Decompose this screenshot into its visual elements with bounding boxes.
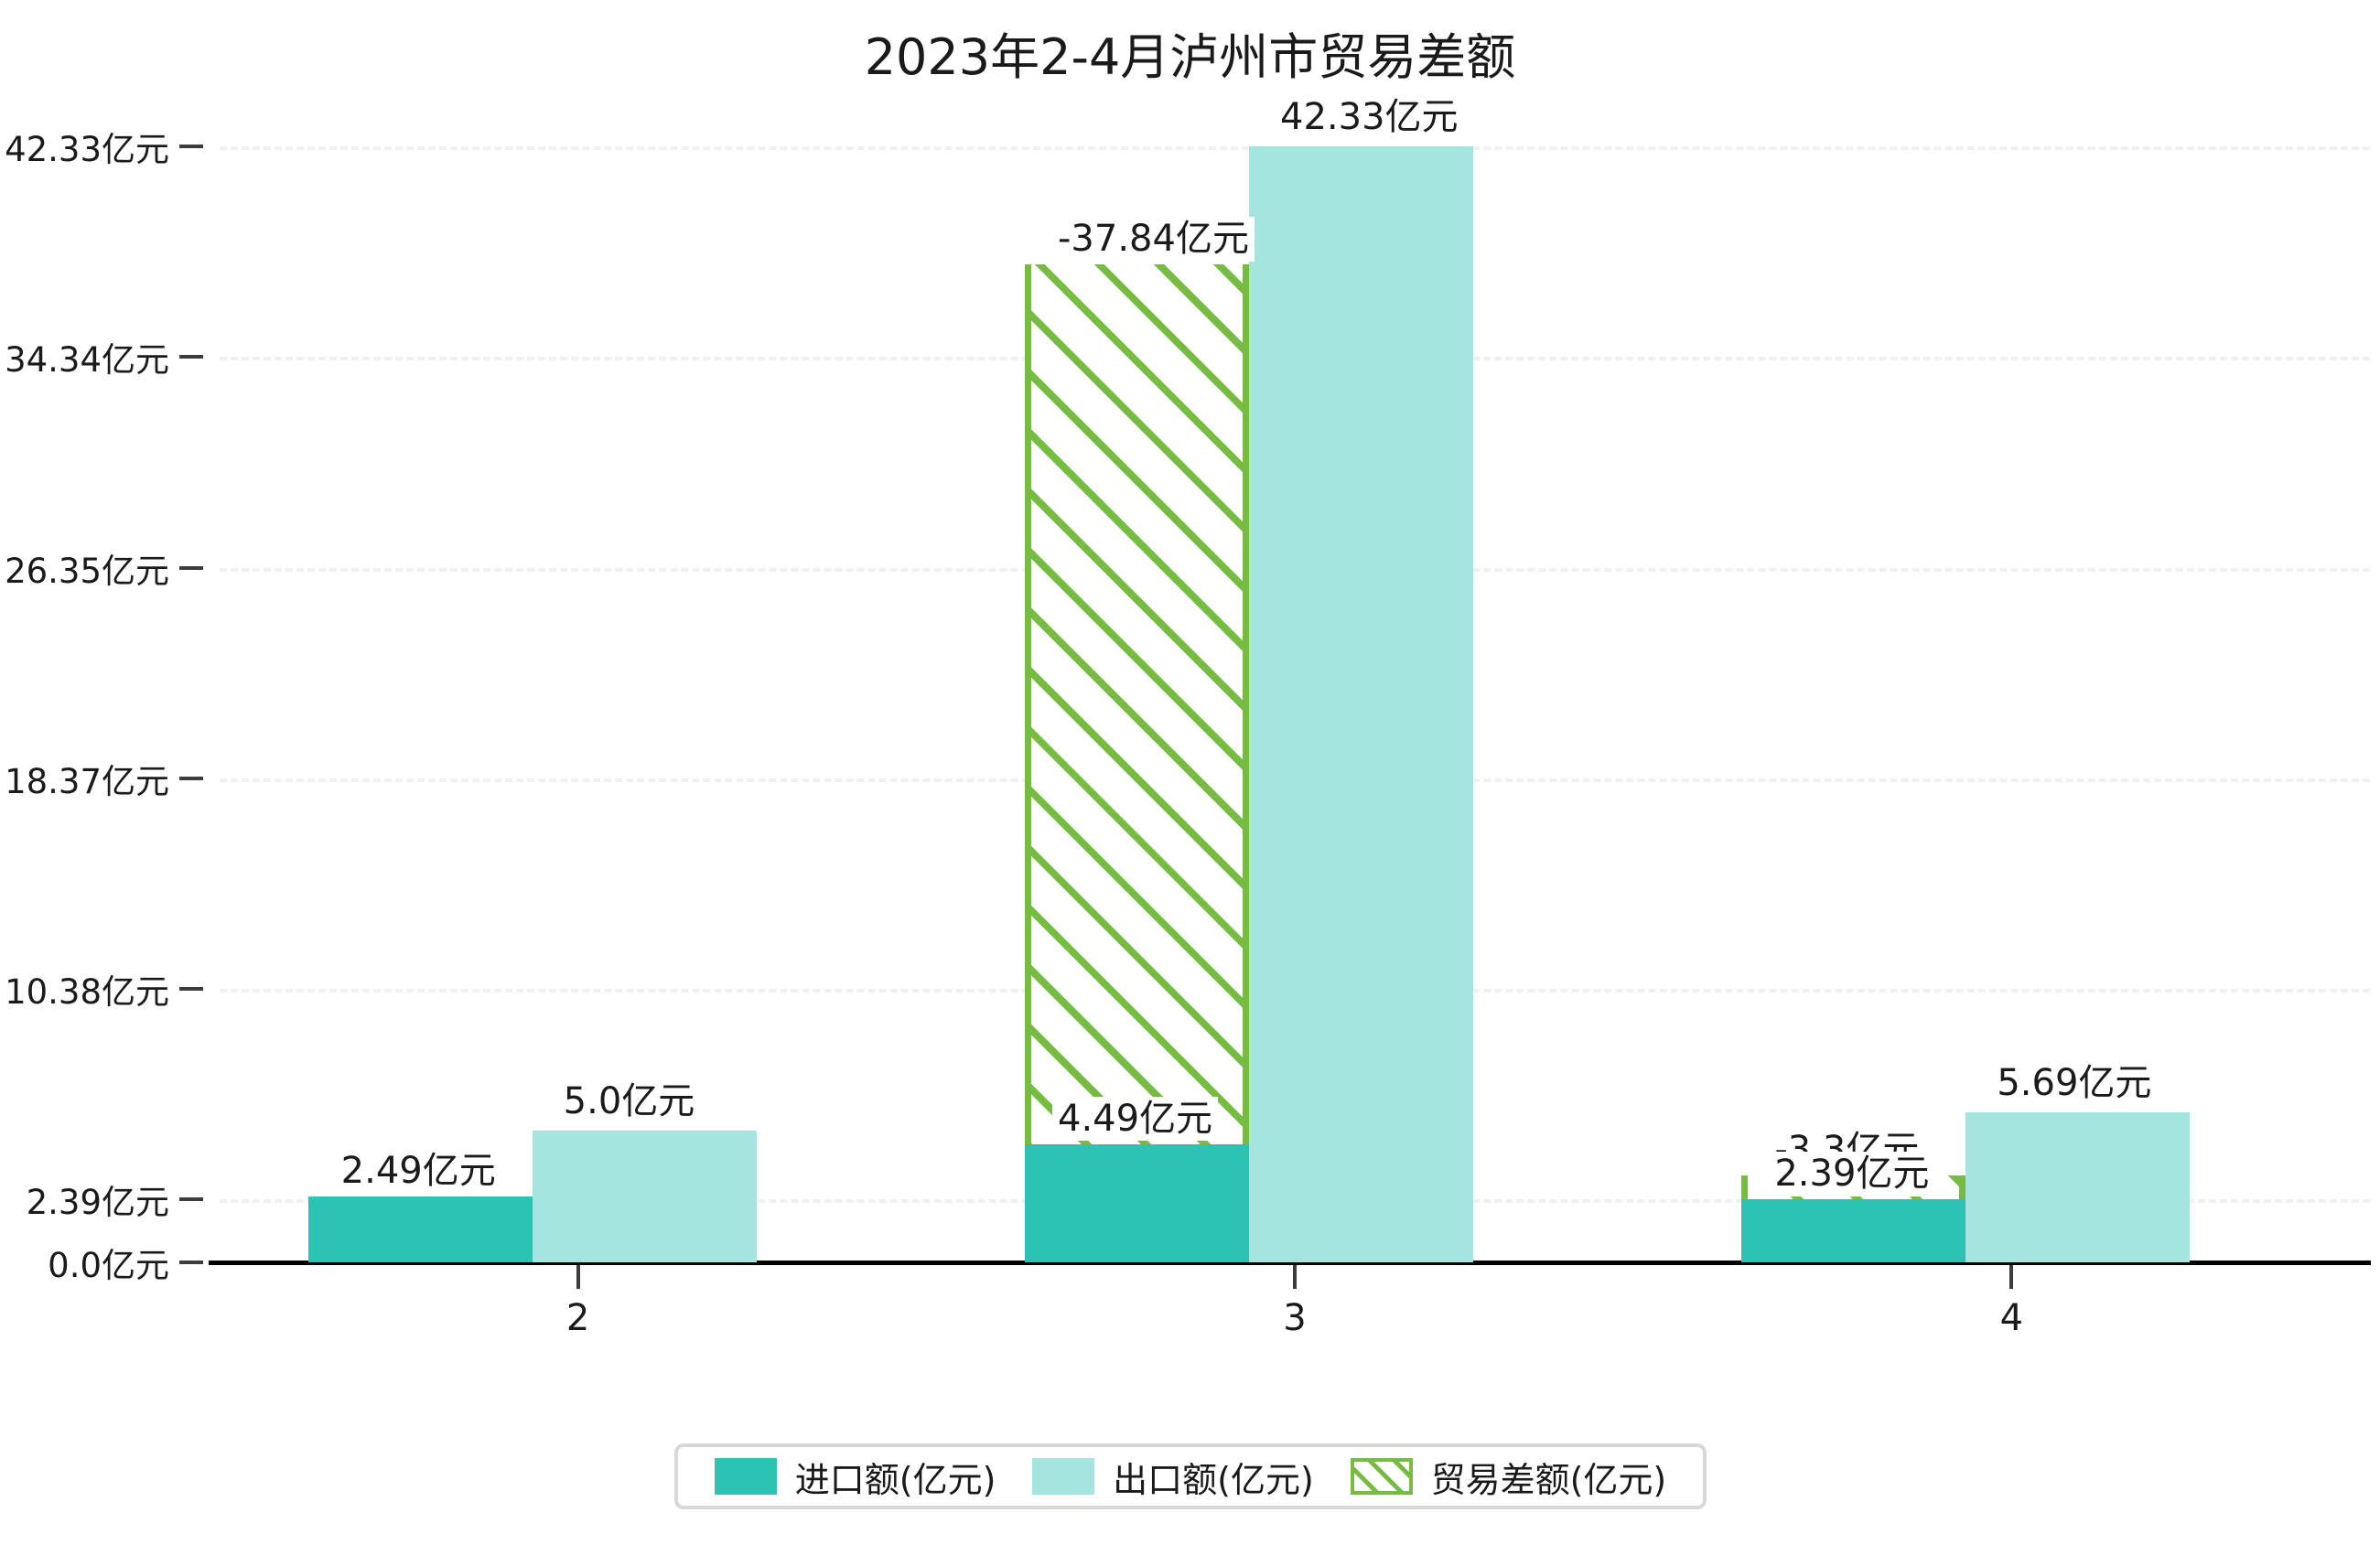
- legend-item[interactable]: 进口额(亿元): [714, 1452, 996, 1502]
- y-axis-tick-label: 10.38亿元: [5, 971, 169, 1012]
- x-axis-tick-mark: [576, 1265, 580, 1289]
- y-axis-tick-mark: [179, 1197, 203, 1202]
- import-color-swatch: [714, 1458, 777, 1495]
- data-label-trade-balance: -37.84亿元: [1052, 217, 1255, 263]
- y-axis-tick-label: 0.0亿元: [48, 1246, 169, 1285]
- data-label-import: 2.39亿元: [1769, 1152, 1935, 1196]
- chart-title: 2023年2-4月泸州市贸易差额: [864, 28, 1516, 86]
- x-axis-tick-mark: [1293, 1265, 1297, 1289]
- y-axis-tick-label: 18.37亿元: [5, 761, 169, 801]
- data-label-export: 5.0亿元: [557, 1078, 701, 1124]
- x-axis-tick-label: 3: [1283, 1297, 1307, 1339]
- data-label-import: 2.49亿元: [335, 1149, 501, 1195]
- legend-item-label: 进口额(亿元): [794, 1459, 996, 1500]
- chart-legend: 进口额(亿元) 出口额(亿元) 贸易差额(亿元): [674, 1443, 1707, 1509]
- bar-import[interactable]: [1741, 1199, 1966, 1262]
- data-label-export: 5.69亿元: [1991, 1061, 2158, 1106]
- bar-export[interactable]: [1965, 1112, 2191, 1262]
- x-axis-baseline: [209, 1261, 2371, 1265]
- x-axis-tick-mark: [2009, 1265, 2014, 1289]
- y-axis-tick-mark: [179, 565, 203, 570]
- y-axis-tick-label: 2.39亿元: [26, 1183, 169, 1223]
- data-label-import: 4.49亿元: [1052, 1096, 1219, 1142]
- x-axis-tick-label: 4: [1999, 1297, 2024, 1339]
- x-axis-tick-label: 2: [565, 1297, 590, 1339]
- bar-export[interactable]: [532, 1130, 757, 1262]
- legend-item-label: 贸易差额(亿元): [1430, 1459, 1667, 1500]
- bar-import[interactable]: [1025, 1143, 1249, 1262]
- y-axis-tick-mark: [179, 776, 203, 780]
- bar-export[interactable]: [1249, 146, 1473, 1262]
- y-axis-tick-label: 34.34亿元: [5, 340, 169, 381]
- bar-import[interactable]: [307, 1196, 533, 1262]
- legend-item-label: 出口额(亿元): [1113, 1459, 1314, 1500]
- trade-balance-hatch-swatch: [1350, 1458, 1413, 1495]
- legend-item[interactable]: 贸易差额(亿元): [1350, 1452, 1667, 1502]
- data-label-export: 42.33亿元: [1275, 95, 1464, 140]
- y-axis-tick-mark: [179, 986, 203, 991]
- export-color-swatch: [1032, 1458, 1095, 1495]
- legend-item[interactable]: 出口额(亿元): [1032, 1452, 1314, 1502]
- bar-trade-balance[interactable]: [1025, 264, 1249, 1262]
- y-axis-tick-mark: [179, 145, 203, 148]
- y-axis-tick-mark: [179, 1261, 203, 1264]
- y-axis-tick-label: 26.35亿元: [5, 551, 169, 591]
- y-axis-tick-label: 42.33亿元: [5, 130, 169, 169]
- y-axis-tick-mark: [179, 355, 203, 359]
